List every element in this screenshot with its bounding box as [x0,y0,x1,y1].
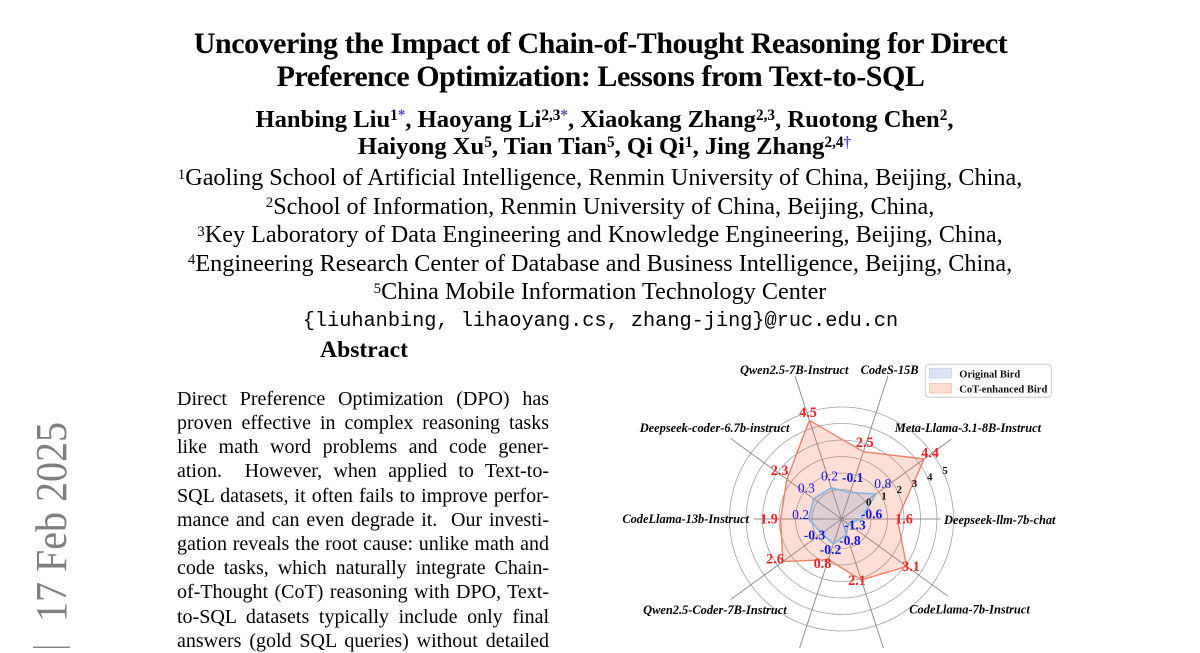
svg-text:-0.1: -0.1 [842,470,864,485]
svg-text:0.3: 0.3 [798,481,815,496]
svg-text:]: ] [25,643,74,648]
svg-text:-1.3: -1.3 [844,518,866,533]
svg-text:-0.6: -0.6 [861,507,883,522]
svg-text:Deepseek-coder-6.7b-instruct: Deepseek-coder-6.7b-instruct [639,421,790,435]
svg-text:2.5: 2.5 [856,435,874,451]
svg-text:2.6: 2.6 [766,552,784,568]
svg-text:Deepseek-llm-7b-chat: Deepseek-llm-7b-chat [943,513,1056,527]
svg-text:17 Feb 2025: 17 Feb 2025 [27,422,76,622]
svg-text:1.9: 1.9 [760,512,778,528]
svg-text:0.8: 0.8 [814,556,832,572]
svg-text:CodeLlama-7b-Instruct: CodeLlama-7b-Instruct [909,603,1030,617]
svg-text:-0.2: -0.2 [820,542,842,557]
svg-text:1.6: 1.6 [895,512,913,528]
svg-text:CodeS-15B: CodeS-15B [861,363,919,377]
svg-text:Original Bird: Original Bird [959,370,1020,381]
svg-text:3.1: 3.1 [902,559,920,575]
svg-text:CoT-enhanced Bird: CoT-enhanced Bird [959,384,1047,395]
svg-text:4.5: 4.5 [799,405,817,421]
svg-text:0.8: 0.8 [874,476,891,491]
svg-text:Qwen2.5-Coder-7B-Instruct: Qwen2.5-Coder-7B-Instruct [643,603,787,617]
svg-text:2.1: 2.1 [848,573,866,589]
svg-text:2.3: 2.3 [771,463,789,479]
svg-text:CodeLlama-13b-Instruct: CodeLlama-13b-Instruct [622,512,749,526]
svg-text:4: 4 [927,472,933,484]
svg-text:-0.3: -0.3 [804,528,826,543]
svg-text:-0.8: -0.8 [839,533,861,548]
svg-text:4.4: 4.4 [921,445,939,461]
svg-text:0.2: 0.2 [821,468,838,483]
svg-text:2: 2 [896,484,902,496]
svg-text:0: 0 [866,497,872,509]
svg-text:1: 1 [881,490,887,502]
svg-text:Qwen2.5-7B-Instruct: Qwen2.5-7B-Instruct [740,363,849,377]
svg-text:3: 3 [912,478,918,490]
svg-text:Meta-Llama-3.1-8B-Instruct: Meta-Llama-3.1-8B-Instruct [894,421,1042,435]
svg-text:5: 5 [942,465,948,477]
svg-text:0.2: 0.2 [792,507,809,522]
